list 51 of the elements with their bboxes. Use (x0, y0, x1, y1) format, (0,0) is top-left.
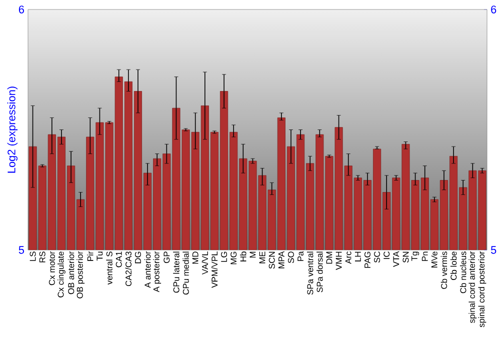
x-tick-label: Pa (298, 251, 304, 261)
x-tick-label: ME (259, 252, 266, 264)
x-tick-label: Pir (87, 251, 94, 261)
x-tick-label: IC (384, 252, 390, 259)
x-tick-label: Cb nucleus (460, 252, 466, 294)
x-tick-label: Arc (345, 251, 352, 264)
x-tick-label: LG (221, 252, 228, 262)
y2-tick-label: 6 (491, 6, 496, 14)
x-tick-label: GP (164, 252, 170, 264)
x-tick-label: SPa ventral (306, 252, 314, 295)
x-tick-label: MPA (278, 251, 284, 268)
x-tick-label: Cx cingulate (58, 252, 66, 298)
x-tick-label: VA/VL (202, 251, 208, 275)
x-tick-label: SCN (268, 252, 275, 269)
x-tick-label: LH (354, 252, 361, 262)
x-tick-label: RS (39, 252, 46, 262)
x-tick-label: VPM/VPL (211, 251, 218, 288)
x-tick-label: DG (134, 252, 141, 264)
x-tick-label: MVe (431, 252, 438, 268)
x-tick-label: M (250, 252, 256, 258)
x-tick-label: Cx motor (48, 251, 55, 286)
x-tick-label: OB anterior (68, 251, 74, 294)
x-tick-label: Hb (240, 252, 246, 262)
x-tick-label: Tu (96, 252, 103, 261)
x-tick-label: Tg (411, 252, 420, 261)
x-tick-label: CPu lateral (173, 252, 180, 293)
y2-tick-label: 5 (490, 246, 496, 254)
x-tick-label: VTA (393, 251, 400, 268)
x-tick-label: SO (288, 252, 294, 264)
x-tick-label: Pn (422, 252, 428, 261)
x-tick-label: Cb lobe (450, 252, 457, 280)
x-tick-label: SN (402, 252, 409, 263)
x-tick-label: MG (230, 252, 237, 264)
x-tick-label: A anterior (144, 251, 151, 288)
x-tick-label: SPa dorsal (316, 252, 323, 292)
x-tick-label: DM (326, 252, 332, 264)
x-tick-label: OB posterior (76, 251, 85, 298)
x-tick-label: spinal cord anterior (468, 251, 477, 323)
x-tick-label: VMH (336, 252, 342, 270)
x-tick-label: spinal cord posterior (478, 251, 486, 328)
x-tick-label: PAG (364, 252, 370, 268)
x-tick-label: ventral S (106, 252, 112, 285)
x-tick-label: A posterior (153, 251, 162, 292)
x-tick-label: LS (30, 252, 36, 261)
x-tick-label: MD (192, 252, 198, 264)
y-axis-title: Log2 (expression) (7, 86, 18, 173)
x-tick-label: CA2/CA3 (125, 252, 132, 286)
x-tick-label: Cb vermis (440, 252, 448, 289)
x-tick-label: SC (374, 252, 380, 263)
x-tick-label: CA1 (116, 252, 122, 268)
x-tick-label: CPu medial (182, 252, 189, 295)
